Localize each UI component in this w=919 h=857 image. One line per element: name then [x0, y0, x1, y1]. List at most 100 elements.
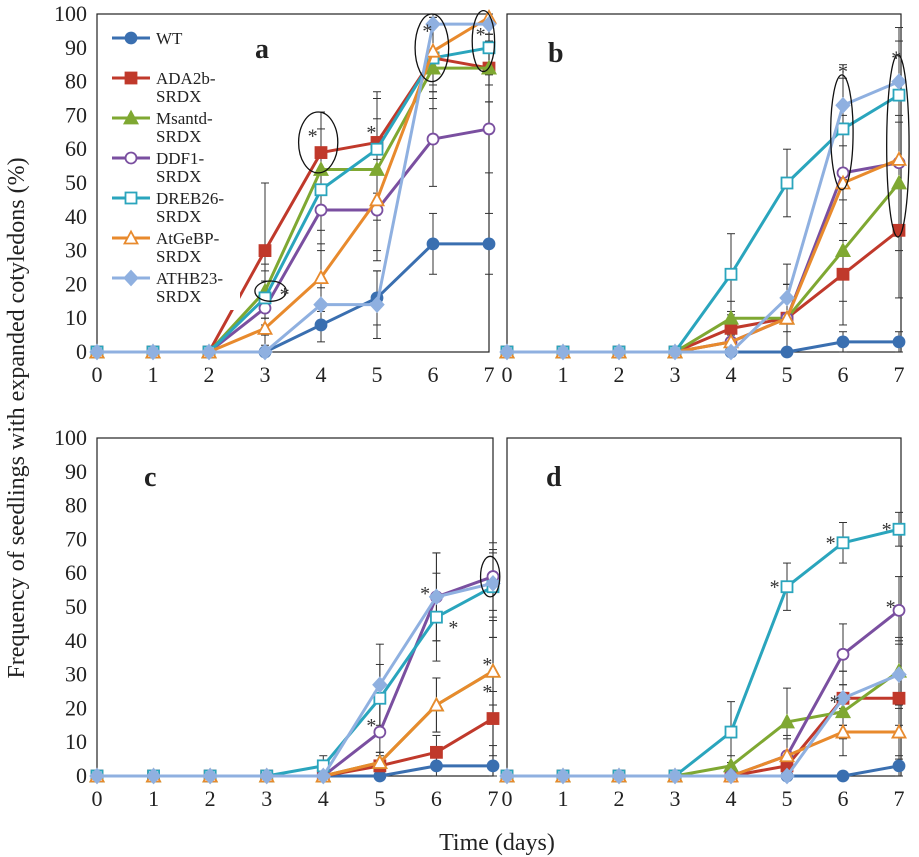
data-point	[778, 747, 796, 763]
data-point	[779, 289, 795, 307]
x-tick-label: 0	[92, 362, 103, 387]
significance-asterisk: *	[420, 583, 430, 605]
data-point	[369, 296, 385, 314]
data-point	[780, 345, 794, 359]
data-point	[892, 691, 906, 705]
data-point	[780, 580, 794, 594]
data-point	[430, 759, 443, 773]
legend-item-dreb26-srdx: DREB26-SRDX	[112, 189, 224, 226]
x-tick-label: 3	[260, 362, 271, 387]
legend-label: ADA2b-	[156, 69, 216, 88]
significance-asterisk: *	[826, 532, 836, 554]
data-point	[256, 319, 274, 335]
legend: WTADA2b-SRDXMsantd-SRDXDDF1-SRDXDREB26-S…	[100, 20, 240, 310]
data-point	[371, 754, 388, 769]
legend-label: SRDX	[156, 247, 201, 266]
data-point	[499, 767, 515, 785]
data-point	[368, 161, 386, 176]
significance-asterisk: *	[448, 617, 458, 639]
y-tick-label: 60	[65, 560, 87, 585]
data-point	[892, 603, 906, 617]
data-point	[314, 146, 328, 159]
legend-label: SRDX	[156, 127, 201, 146]
significance-ellipse	[297, 111, 339, 174]
data-point	[486, 712, 500, 725]
y-tick-label: 50	[65, 170, 87, 195]
y-tick-label: 50	[65, 594, 87, 619]
significance-asterisk: *	[280, 284, 290, 306]
error-bars-dreb26-srdx	[727, 27, 903, 316]
data-point	[482, 122, 496, 136]
data-point	[430, 610, 443, 624]
x-tick-label: 2	[205, 786, 216, 811]
significance-asterisk: *	[366, 122, 376, 144]
data-point	[484, 662, 502, 678]
panel-label-b: b	[548, 38, 564, 69]
legend-label: WT	[156, 29, 183, 48]
data-point	[368, 191, 386, 207]
legend-label: SRDX	[156, 87, 201, 106]
legend-label: SRDX	[156, 287, 201, 306]
legend-label: SRDX	[156, 167, 201, 186]
data-point	[836, 769, 850, 783]
series-msantd-srdx	[498, 174, 908, 359]
significance-asterisk: *	[830, 691, 840, 713]
x-tick-label: 4	[318, 786, 329, 811]
y-tick-label: 100	[54, 425, 87, 450]
data-point	[555, 343, 571, 361]
x-tick-label: 3	[670, 786, 681, 811]
series-line	[507, 673, 900, 778]
data-point	[836, 647, 850, 661]
data-point	[835, 96, 851, 114]
legend-marker	[124, 151, 138, 165]
y-tick-label: 40	[65, 628, 87, 653]
x-tick-label: 4	[726, 786, 737, 811]
data-point	[313, 296, 329, 314]
data-point	[892, 335, 906, 349]
data-point	[611, 343, 627, 361]
data-point	[778, 713, 796, 729]
error-bars-atgebp-srdx	[727, 91, 903, 353]
error-bars-wt	[317, 212, 493, 343]
legend-item-athb23-srdx: ATHB23-SRDX	[112, 269, 223, 306]
data-point	[315, 767, 332, 785]
x-tick-label: 1	[148, 362, 159, 387]
data-point	[724, 725, 738, 739]
data-point	[890, 723, 908, 739]
y-tick-label: 0	[76, 763, 87, 788]
y-tick-label: 30	[65, 238, 87, 263]
x-tick-label: 1	[148, 786, 159, 811]
x-tick-label: 3	[261, 786, 272, 811]
x-tick-label: 5	[374, 786, 385, 811]
significance-ellipse	[414, 13, 450, 83]
x-tick-label: 0	[502, 362, 513, 387]
data-point	[611, 767, 627, 785]
legend-marker	[122, 109, 140, 125]
data-point	[202, 767, 218, 785]
x-tick-label: 6	[838, 786, 849, 811]
panel-b: b 0 1 2 3 4 5 6 7 * *	[498, 13, 910, 387]
data-point	[836, 267, 850, 281]
data-point	[426, 132, 440, 146]
x-tick-label: 0	[92, 786, 103, 811]
x-tick-label: 2	[614, 362, 625, 387]
data-point	[723, 343, 739, 361]
y-tick-label: 20	[65, 271, 87, 296]
significance-asterisk: *	[886, 597, 896, 619]
significance-asterisk: *	[366, 715, 376, 737]
data-point	[836, 122, 850, 136]
error-bars-msantd-srdx	[727, 114, 903, 353]
y-tick-label: 30	[65, 662, 87, 687]
legend-label: SRDX	[156, 207, 201, 226]
data-point	[89, 767, 105, 785]
significance-asterisk: *	[308, 125, 318, 147]
data-point	[835, 689, 851, 707]
significance-asterisk: *	[882, 519, 892, 541]
y-tick-label: 80	[65, 493, 87, 518]
legend-item-wt: WT	[112, 29, 183, 48]
data-point	[724, 267, 738, 281]
data-point	[779, 767, 795, 785]
legend-label: DREB26-	[156, 189, 224, 208]
